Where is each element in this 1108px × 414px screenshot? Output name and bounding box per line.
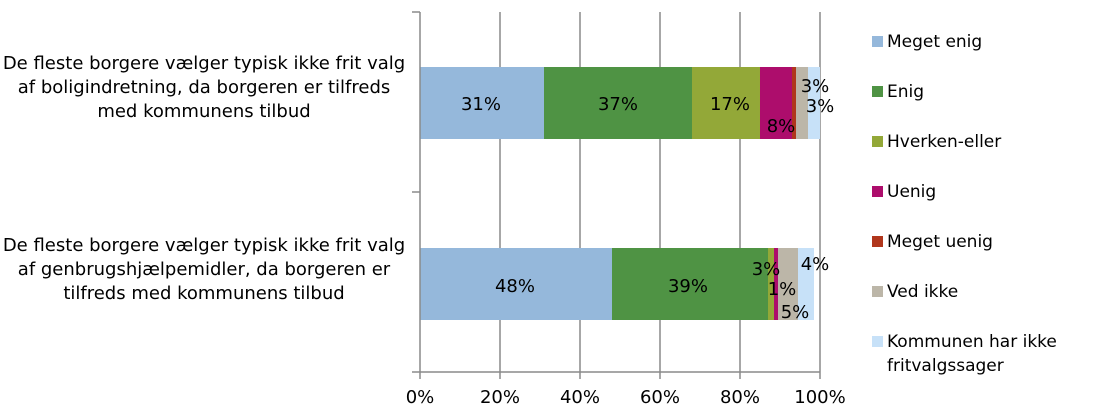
legend-label-ved-ikke: Ved ikke bbox=[887, 282, 959, 302]
x-tick-label: 0% bbox=[406, 387, 435, 408]
legend-item-meget-enig: Meget enig bbox=[872, 30, 1108, 80]
bar-segment bbox=[420, 248, 612, 320]
legend-item-ved-ikke: Ved ikke bbox=[872, 280, 1108, 330]
x-tick-label: 60% bbox=[640, 387, 680, 408]
data-label: 3% bbox=[752, 259, 781, 280]
bar-segment bbox=[774, 248, 778, 320]
legend-item-meget-uenig: Meget uenig bbox=[872, 230, 1108, 280]
legend-swatch-ingen-fritvalgssager bbox=[872, 336, 883, 347]
bar-segment bbox=[768, 248, 774, 320]
data-label: 17% bbox=[710, 94, 750, 115]
x-tick-label: 40% bbox=[560, 387, 600, 408]
data-label: 8% bbox=[767, 116, 796, 137]
legend-label-hverken-eller: Hverken-eller bbox=[887, 132, 1002, 152]
data-label: 4% bbox=[801, 254, 830, 275]
bar-segment bbox=[612, 248, 768, 320]
legend-item-hverken-eller: Hverken-eller bbox=[872, 130, 1108, 180]
legend-item-enig: Enig bbox=[872, 80, 1108, 130]
category-label-1: De fleste borgere vælger typisk ikke fri… bbox=[2, 53, 406, 122]
bar-segment bbox=[692, 67, 760, 139]
bar-segment bbox=[796, 67, 808, 139]
data-label: 39% bbox=[668, 276, 708, 297]
legend-label-uenig: Uenig bbox=[887, 182, 937, 202]
bar-segment bbox=[778, 248, 798, 320]
legend-label-enig: Enig bbox=[887, 82, 925, 102]
legend-swatch-meget-enig bbox=[872, 36, 883, 47]
legend-label-ingen-fritvalgssager: Kommunen har ikke fritvalgssager bbox=[887, 332, 1057, 376]
bar-segment bbox=[760, 67, 792, 139]
legend-swatch-hverken-eller bbox=[872, 136, 883, 147]
bar-segment bbox=[798, 248, 814, 320]
x-tick-label: 100% bbox=[794, 387, 845, 408]
legend: Meget enig Enig Hverken-eller Uenig Mege… bbox=[872, 30, 1108, 380]
bar-segment bbox=[792, 67, 796, 139]
bar-segment bbox=[544, 67, 692, 139]
data-label: 5% bbox=[781, 302, 810, 323]
data-label: 3% bbox=[801, 76, 830, 97]
legend-label-meget-enig: Meget enig bbox=[887, 32, 983, 52]
legend-swatch-meget-uenig bbox=[872, 236, 883, 247]
legend-item-uenig: Uenig bbox=[872, 180, 1108, 230]
data-label: 37% bbox=[598, 94, 638, 115]
x-tick-label: 20% bbox=[480, 387, 520, 408]
legend-swatch-enig bbox=[872, 86, 883, 97]
data-label: 1% bbox=[768, 279, 797, 300]
data-label: 31% bbox=[461, 94, 501, 115]
bar-segment bbox=[420, 67, 544, 139]
legend-label-meget-uenig: Meget uenig bbox=[887, 232, 993, 252]
data-label: 48% bbox=[495, 276, 535, 297]
data-label: 3% bbox=[806, 96, 835, 117]
bar-segment bbox=[808, 67, 820, 139]
legend-swatch-ved-ikke bbox=[872, 286, 883, 297]
x-tick-label: 80% bbox=[720, 387, 760, 408]
category-label-2: De fleste borgere vælger typisk ikke fri… bbox=[2, 235, 406, 304]
legend-item-ingen-fritvalgssager: Kommunen har ikke fritvalgssager bbox=[872, 330, 1108, 380]
legend-swatch-uenig bbox=[872, 186, 883, 197]
